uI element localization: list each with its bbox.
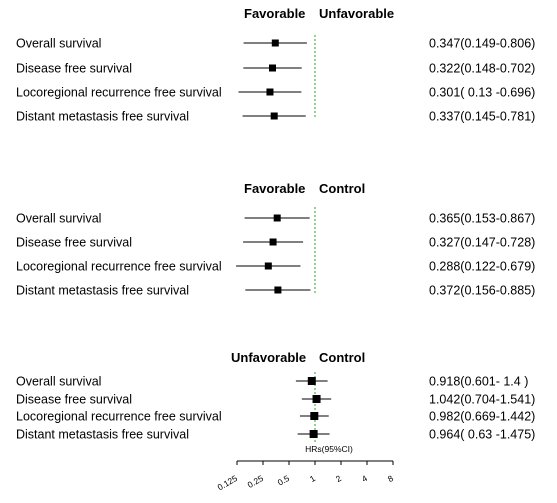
x-tick-label-5: 2 xyxy=(334,473,343,484)
x-tick-label-7: 8 xyxy=(386,473,395,484)
panel-3-row-2-label: Disease free survival xyxy=(16,393,132,407)
panel-2-row-1-hr-text: 0.365(0.153-0.867) xyxy=(429,212,535,226)
panel-1-row-1-hr-text: 0.347(0.149-0.806) xyxy=(429,37,535,51)
panel-1-row-3-point-estimate xyxy=(266,88,274,96)
panel-1-row-4-hr-text: 0.337(0.145-0.781) xyxy=(429,110,535,124)
panel-1-row-3-hr-text: 0.301( 0.13 -0.696) xyxy=(429,86,535,100)
panel-2-row-4-label: Distant metastasis free survival xyxy=(16,284,189,298)
panel-3-row-2-hr-text: 1.042(0.704-1.541) xyxy=(429,393,535,407)
panel-2-row-3-label: Locoregional recurrence free survival xyxy=(16,260,222,274)
panel-2-row-4-hr-text: 0.372(0.156-0.885) xyxy=(429,284,535,298)
panel-1-row-4-point-estimate xyxy=(270,112,278,120)
panel-3-row-1-point-estimate xyxy=(307,377,316,385)
panel-3-row-4-point-estimate xyxy=(309,430,318,438)
panel-2-left-header: Favorable xyxy=(244,181,305,196)
x-tick-label-6: 4 xyxy=(360,473,369,484)
panel-1-row-4-label: Distant metastasis free survival xyxy=(16,110,189,124)
panel-3-row-3-point-estimate xyxy=(310,412,319,420)
panel-3-row-1-label: Overall survival xyxy=(16,375,101,389)
panel-3-row-1-hr-text: 0.918(0.601- 1.4 ) xyxy=(429,375,528,389)
panel-1-row-1-point-estimate xyxy=(271,39,279,47)
panel-2-row-1-label: Overall survival xyxy=(16,212,101,226)
panel-2-row-2-hr-text: 0.327(0.147-0.728) xyxy=(429,236,535,250)
panel-3-right-header: Control xyxy=(319,350,365,365)
panel-2-row-3-point-estimate xyxy=(264,262,272,270)
x-tick-label-2: 0.25 xyxy=(246,473,266,490)
panel-1-row-1-label: Overall survival xyxy=(16,37,101,51)
panel-3-row-2-point-estimate xyxy=(312,395,321,403)
panel-2-row-2-point-estimate xyxy=(269,238,277,246)
x-tick-label-1: 0.125 xyxy=(216,473,240,492)
panel-1-right-header: Unfavorable xyxy=(319,6,394,21)
panel-1-row-2-hr-text: 0.322(0.148-0.702) xyxy=(429,62,535,76)
panel-2-right-header: Control xyxy=(319,181,365,196)
panel-3-row-4-label: Distant metastasis free survival xyxy=(16,428,189,442)
panel-2-row-3-hr-text: 0.288(0.122-0.679) xyxy=(429,260,535,274)
panel-2-row-2-label: Disease free survival xyxy=(16,236,132,250)
panel-3-row-3-hr-text: 0.982(0.669-1.442) xyxy=(429,410,535,424)
x-axis-title: HRs(95%CI) xyxy=(305,444,353,454)
panel-2-row-4-point-estimate xyxy=(274,286,282,294)
panel-1-left-header: Favorable xyxy=(244,6,305,21)
panel-1-row-2-point-estimate xyxy=(268,64,276,72)
panel-1-row-2-label: Disease free survival xyxy=(16,62,132,76)
panel-3-row-4-hr-text: 0.964( 0.63 -1.475) xyxy=(429,428,535,442)
panel-1-row-3-label: Locoregional recurrence free survival xyxy=(16,86,222,100)
panel-3-left-header: Unfavorable xyxy=(231,350,306,365)
panel-2-row-1-point-estimate xyxy=(273,214,281,222)
x-tick-label-3: 0.5 xyxy=(276,473,291,488)
x-tick-label-4: 1 xyxy=(308,473,317,484)
panel-3-row-3-label: Locoregional recurrence free survival xyxy=(16,410,222,424)
